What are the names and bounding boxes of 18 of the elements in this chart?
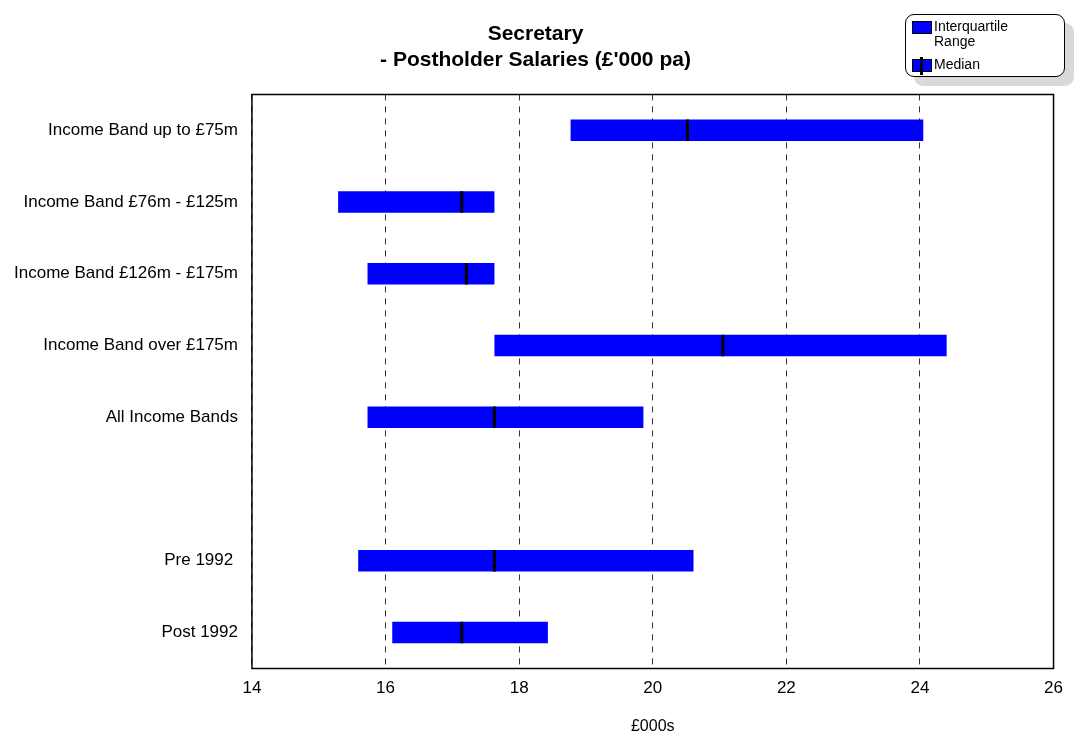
- x-tick-label: 14: [242, 678, 262, 698]
- x-tick-label: 18: [509, 678, 529, 698]
- y-tick-label: Pre 1992: [164, 550, 238, 570]
- y-tick-label: Income Band £76m - £125m: [23, 191, 238, 211]
- y-tick-label: Income Band over £175m: [43, 335, 238, 355]
- y-tick-label: Income Band up to £75m: [47, 119, 238, 139]
- y-tick-label: Income Band £126m - £175m: [13, 263, 238, 283]
- y-tick-label: All Income Bands: [105, 406, 238, 426]
- x-tick-label: 20: [643, 678, 663, 698]
- text: Median: [934, 56, 981, 72]
- chart-title: Secretary - Postholder Salaries (£'000 pa): [380, 21, 691, 70]
- x-tick-label: 16: [376, 678, 396, 698]
- x-tick-label: 24: [910, 678, 930, 698]
- x-tick-label: 26: [1044, 678, 1064, 698]
- x-tick-label: 22: [776, 678, 796, 698]
- x-axis-title: £000s: [630, 716, 675, 734]
- y-tick-label: Post 1992: [161, 622, 238, 642]
- legend-label: Interquartile Range: [934, 18, 1009, 49]
